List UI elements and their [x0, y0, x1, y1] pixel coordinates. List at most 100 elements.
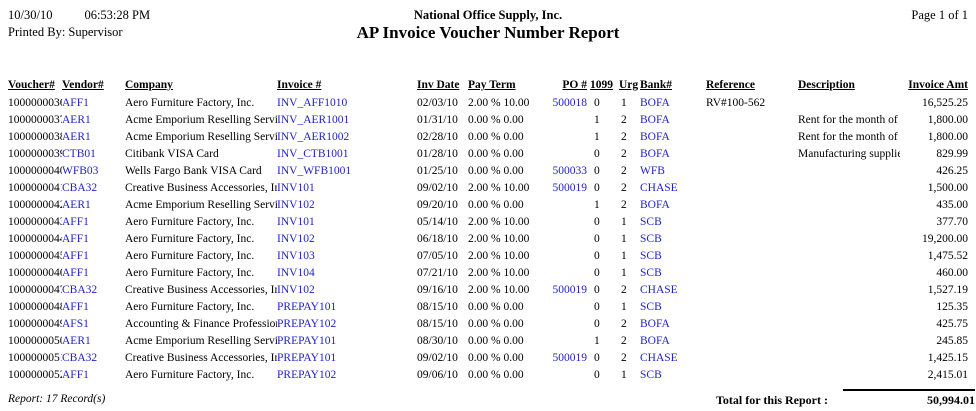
cell-invoice[interactable]: INV103 — [277, 250, 315, 262]
cell-company: Citibank VISA Card — [125, 148, 219, 160]
cell-vendor[interactable]: CTB01 — [62, 148, 96, 160]
printed-by-label: Printed By: Supervisor — [8, 25, 123, 39]
cell-po[interactable]: 500019 — [552, 182, 588, 194]
cell-invoice[interactable]: INV_AFF1010 — [277, 97, 348, 109]
cell-voucher: 1000000050 — [8, 335, 62, 347]
cell-vendor[interactable]: AER1 — [62, 114, 91, 126]
cell-vendor[interactable]: AFF1 — [62, 369, 89, 381]
cell-invoice[interactable]: INV101 — [277, 216, 315, 228]
cell-reference — [706, 318, 798, 335]
cell-po[interactable]: 500033 — [552, 165, 588, 177]
cell-bank[interactable]: CHASE — [640, 182, 678, 194]
cell-voucher: 1000000052 — [8, 369, 62, 381]
cell-reference — [706, 267, 798, 284]
cell-bank[interactable]: BOFA — [640, 318, 670, 330]
cell-vendor[interactable]: CBA32 — [62, 352, 98, 364]
cell-inv_date: 07/21/10 — [417, 267, 458, 279]
cell-vendor[interactable]: AFF1 — [62, 301, 89, 313]
table-row: 1000000052 AFF1 Aero Furniture Factory, In… — [8, 369, 968, 386]
cell-vendor[interactable]: WFB03 — [62, 165, 99, 177]
cell-bank[interactable]: BOFA — [640, 335, 670, 347]
cell-bank[interactable]: BOFA — [640, 148, 670, 160]
cell-invoice[interactable]: INV_WFB1001 — [277, 165, 352, 177]
cell-inv_date: 08/15/10 — [417, 318, 458, 330]
cell-invoice[interactable]: INV104 — [277, 267, 315, 279]
column-header-description: Description — [798, 79, 900, 97]
cell-invoice[interactable]: INV_CTB1001 — [277, 148, 349, 160]
column-header-company: Company — [125, 79, 277, 97]
table-row: 1000000042 AER1 Acme Emporium Reselling Se… — [8, 199, 968, 216]
cell-vendor[interactable]: AFS1 — [62, 318, 89, 330]
cell-inv_date: 02/03/10 — [417, 97, 458, 109]
cell-po — [540, 301, 590, 318]
cell-bank[interactable]: SCB — [640, 250, 662, 262]
cell-urg: 1 — [621, 97, 627, 109]
cell-bank[interactable]: CHASE — [640, 352, 678, 364]
cell-vendor[interactable]: CBA32 — [62, 182, 98, 194]
cell-voucher: 1000000044 — [8, 233, 62, 245]
cell-invoice[interactable]: INV_AER1001 — [277, 114, 350, 126]
table-row: 1000000051 CBA32 Creative Business Accesso… — [8, 352, 968, 369]
cell-invoice[interactable]: INV101 — [277, 182, 315, 194]
cell-po — [540, 335, 590, 352]
cell-invoice[interactable]: INV102 — [277, 199, 315, 211]
cell-vendor[interactable]: AFF1 — [62, 267, 89, 279]
cell-invoice[interactable]: PREPAY101 — [277, 335, 337, 347]
cell-company: Aero Furniture Factory, Inc. — [125, 250, 255, 262]
column-header-label: Description — [798, 79, 855, 91]
cell-bank[interactable]: BOFA — [640, 97, 670, 109]
cell-vendor[interactable]: AFF1 — [62, 250, 89, 262]
column-header-reference: Reference — [706, 79, 798, 97]
cell-company: Aero Furniture Factory, Inc. — [125, 233, 255, 245]
cell-pay_term: 0.00 % 0.00 — [468, 369, 524, 381]
cell-description — [798, 284, 900, 301]
cell-reference — [706, 284, 798, 301]
cell-description — [798, 335, 900, 352]
cell-bank[interactable]: SCB — [640, 216, 662, 228]
cell-invoice[interactable]: PREPAY102 — [277, 318, 337, 330]
cell-vendor[interactable]: AFF1 — [62, 233, 89, 245]
cell-f1099: 0 — [594, 284, 600, 296]
cell-invoice[interactable]: PREPAY101 — [277, 352, 337, 364]
cell-description — [798, 233, 900, 250]
cell-bank[interactable]: SCB — [640, 301, 662, 313]
cell-po — [540, 199, 590, 216]
cell-description: Rent for the month of Ja — [798, 114, 900, 126]
cell-po[interactable]: 500019 — [552, 284, 588, 296]
cell-amount: 829.99 — [936, 148, 968, 160]
cell-urg: 2 — [621, 131, 627, 143]
cell-amount: 426.25 — [936, 165, 968, 177]
cell-bank[interactable]: SCB — [640, 369, 662, 381]
column-header-inv_date: Inv Date — [417, 79, 468, 97]
cell-reference — [706, 131, 798, 148]
cell-vendor[interactable]: AER1 — [62, 199, 91, 211]
cell-invoice[interactable]: PREPAY101 — [277, 301, 337, 313]
cell-vendor[interactable]: AFF1 — [62, 216, 89, 228]
cell-invoice[interactable]: INV102 — [277, 284, 315, 296]
cell-invoice[interactable]: PREPAY102 — [277, 369, 337, 381]
cell-vendor[interactable]: AER1 — [62, 131, 91, 143]
cell-vendor[interactable]: CBA32 — [62, 284, 98, 296]
cell-bank[interactable]: WFB — [640, 165, 665, 177]
cell-bank[interactable]: SCB — [640, 267, 662, 279]
cell-f1099: 0 — [594, 233, 600, 245]
cell-po[interactable]: 500019 — [552, 352, 588, 364]
cell-invoice[interactable]: INV_AER1002 — [277, 131, 350, 143]
cell-bank[interactable]: SCB — [640, 233, 662, 245]
cell-bank[interactable]: BOFA — [640, 114, 670, 126]
cell-pay_term: 0.00 % 0.00 — [468, 165, 524, 177]
cell-vendor[interactable]: AFF1 — [62, 97, 89, 109]
cell-bank[interactable]: CHASE — [640, 284, 678, 296]
cell-vendor[interactable]: AER1 — [62, 335, 91, 347]
cell-po[interactable]: 500018 — [552, 97, 588, 109]
record-count: Report: 17 Record(s) — [8, 393, 106, 405]
cell-bank[interactable]: BOFA — [640, 131, 670, 143]
cell-invoice[interactable]: INV102 — [277, 233, 315, 245]
cell-reference — [706, 352, 798, 369]
cell-inv_date: 06/18/10 — [417, 233, 458, 245]
cell-urg: 1 — [621, 369, 627, 381]
cell-urg: 2 — [621, 335, 627, 347]
cell-po — [540, 250, 590, 267]
cell-f1099: 0 — [594, 352, 600, 364]
cell-bank[interactable]: BOFA — [640, 199, 670, 211]
